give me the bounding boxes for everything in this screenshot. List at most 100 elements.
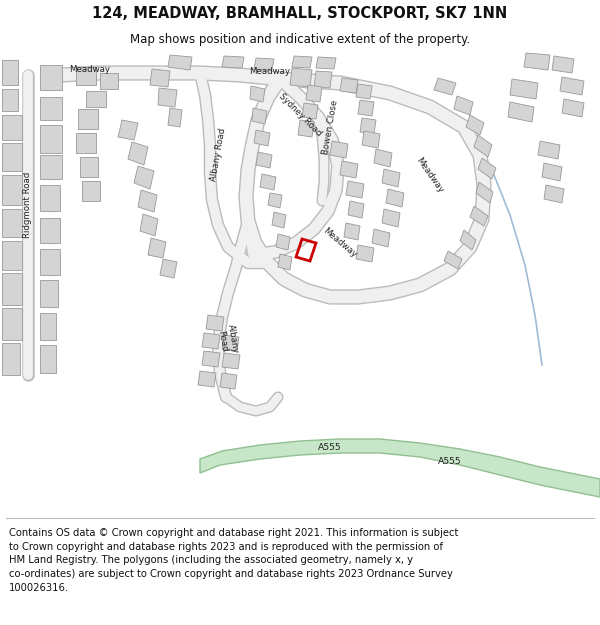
Text: Meadway: Meadway [250, 66, 290, 76]
Polygon shape [206, 315, 224, 331]
Polygon shape [200, 439, 600, 497]
Polygon shape [538, 141, 560, 159]
Polygon shape [76, 67, 96, 85]
Text: Sydney Road: Sydney Road [277, 92, 323, 138]
Polygon shape [356, 84, 372, 99]
Polygon shape [118, 120, 138, 140]
Polygon shape [202, 351, 220, 367]
Polygon shape [260, 174, 276, 190]
Polygon shape [158, 88, 177, 107]
Polygon shape [40, 249, 60, 275]
Polygon shape [290, 68, 312, 87]
Polygon shape [382, 169, 400, 187]
Polygon shape [314, 71, 332, 88]
Polygon shape [330, 141, 348, 158]
Polygon shape [40, 313, 56, 340]
Polygon shape [40, 345, 56, 373]
Polygon shape [78, 109, 98, 129]
Polygon shape [2, 89, 18, 111]
Polygon shape [466, 115, 484, 135]
Polygon shape [160, 259, 177, 278]
Polygon shape [134, 166, 154, 189]
Polygon shape [76, 133, 96, 153]
Polygon shape [86, 91, 106, 107]
Polygon shape [40, 125, 62, 153]
Polygon shape [2, 241, 22, 270]
Polygon shape [510, 79, 538, 99]
Polygon shape [138, 190, 157, 212]
Polygon shape [508, 102, 534, 122]
Text: 124, MEADWAY, BRAMHALL, STOCKPORT, SK7 1NN: 124, MEADWAY, BRAMHALL, STOCKPORT, SK7 1… [92, 6, 508, 21]
Polygon shape [348, 201, 364, 218]
Polygon shape [82, 181, 100, 201]
Polygon shape [80, 157, 98, 177]
Polygon shape [40, 97, 62, 120]
Polygon shape [382, 209, 400, 227]
Polygon shape [276, 234, 290, 250]
Polygon shape [298, 120, 314, 137]
Polygon shape [268, 193, 282, 208]
Polygon shape [524, 53, 550, 70]
Text: Meadway: Meadway [415, 156, 445, 194]
Text: Albany Road: Albany Road [209, 127, 227, 182]
Polygon shape [346, 181, 364, 198]
Text: Meadway: Meadway [322, 226, 359, 259]
Text: A555: A555 [438, 456, 462, 466]
Polygon shape [278, 254, 292, 270]
Polygon shape [168, 108, 182, 127]
Text: A555: A555 [318, 442, 342, 451]
Polygon shape [360, 118, 376, 134]
Polygon shape [272, 212, 286, 228]
Polygon shape [372, 229, 390, 247]
Polygon shape [478, 158, 496, 179]
Polygon shape [476, 182, 493, 203]
Polygon shape [128, 142, 148, 165]
Polygon shape [2, 273, 22, 305]
Polygon shape [2, 343, 20, 375]
Polygon shape [222, 335, 239, 351]
Polygon shape [460, 230, 476, 250]
Polygon shape [40, 65, 62, 90]
Polygon shape [306, 85, 322, 102]
Polygon shape [552, 56, 574, 73]
Polygon shape [340, 161, 358, 178]
Polygon shape [40, 185, 60, 211]
Polygon shape [148, 238, 166, 258]
Polygon shape [256, 152, 272, 168]
Polygon shape [302, 103, 318, 119]
Polygon shape [40, 218, 60, 243]
Polygon shape [542, 163, 562, 181]
Polygon shape [562, 99, 584, 117]
Polygon shape [434, 78, 456, 95]
Polygon shape [150, 69, 170, 87]
Polygon shape [140, 214, 158, 236]
Polygon shape [474, 135, 492, 157]
Polygon shape [252, 108, 267, 124]
Polygon shape [316, 57, 336, 69]
Polygon shape [292, 56, 312, 68]
Polygon shape [560, 77, 584, 95]
Polygon shape [100, 73, 118, 89]
Polygon shape [222, 56, 244, 68]
Text: Map shows position and indicative extent of the property.: Map shows position and indicative extent… [130, 32, 470, 46]
Polygon shape [40, 155, 62, 179]
Text: Meadway: Meadway [70, 64, 110, 74]
Polygon shape [444, 251, 462, 269]
Polygon shape [344, 223, 360, 240]
Polygon shape [250, 86, 265, 102]
Polygon shape [168, 55, 192, 70]
Text: Ridgmont Road: Ridgmont Road [23, 172, 32, 238]
Polygon shape [470, 206, 488, 226]
Polygon shape [2, 209, 22, 237]
Polygon shape [2, 175, 22, 205]
Polygon shape [220, 373, 237, 389]
Polygon shape [374, 149, 392, 167]
Polygon shape [2, 143, 22, 171]
Text: Bowen Close: Bowen Close [321, 99, 339, 155]
Polygon shape [2, 308, 22, 340]
Polygon shape [454, 96, 473, 115]
Polygon shape [356, 245, 374, 262]
Polygon shape [358, 100, 374, 116]
Polygon shape [362, 131, 380, 148]
Polygon shape [2, 115, 22, 140]
